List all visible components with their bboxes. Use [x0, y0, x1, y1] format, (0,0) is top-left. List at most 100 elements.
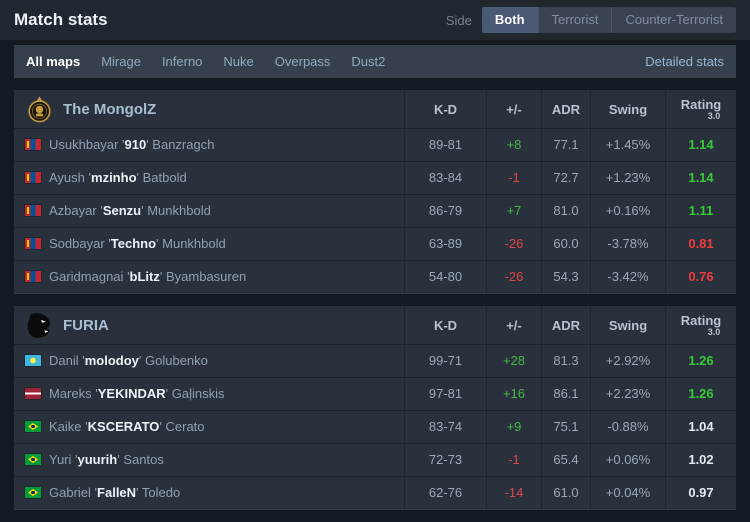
table-row: Usukhbayar 910 Banzragch 89-81 +8 77.1 +…	[14, 128, 736, 161]
player-nickname: Techno	[108, 236, 158, 251]
swing-value: -3.78%	[590, 227, 665, 260]
side-both-button[interactable]: Both	[481, 7, 538, 33]
maps-nav-mirage[interactable]: Mirage	[101, 54, 141, 69]
adr-value: 81.3	[541, 344, 590, 377]
swing-value: +2.92%	[590, 344, 665, 377]
player-first-name: Garidmagnai	[49, 269, 124, 284]
player-name-cell[interactable]: Mareks YEKINDAR Gaļinskis	[14, 377, 404, 410]
detailed-stats-link[interactable]: Detailed stats	[645, 54, 724, 69]
column-header-kd: K-D	[404, 306, 486, 344]
player-nickname: mzinho	[89, 170, 139, 185]
player-name-cell[interactable]: Kaike KSCERATO Cerato	[14, 410, 404, 443]
player-first-name: Sodbayar	[49, 236, 105, 251]
adr-value: 77.1	[541, 128, 590, 161]
rating-value: 1.26	[665, 377, 736, 410]
rating-value: 0.76	[665, 260, 736, 293]
side-terrorist-button[interactable]: Terrorist	[537, 7, 612, 33]
maps-nav-overpass[interactable]: Overpass	[274, 54, 331, 69]
mongolia-flag-icon	[25, 139, 41, 150]
player-last-name: Munkhbold	[162, 236, 226, 251]
player-name-cell[interactable]: Danil molodoy Golubenko	[14, 344, 404, 377]
player-nickname: bLitz	[127, 269, 162, 284]
page-header: Match stats Side Both Terrorist Counter-…	[0, 0, 750, 40]
player-name-cell[interactable]: Sodbayar Techno Munkhbold	[14, 227, 404, 260]
player-name-cell[interactable]: Gabriel FalleN Toledo	[14, 476, 404, 509]
player-name-cell[interactable]: Azbayar Senzu Munkhbold	[14, 194, 404, 227]
player-nickname: YEKINDAR	[95, 386, 168, 401]
swing-value: -3.42%	[590, 260, 665, 293]
column-header-adr: ADR	[541, 90, 590, 128]
player-last-name: Cerato	[165, 419, 205, 434]
team-table-mongolz: The MongolZ K-D +/- ADR Swing Rating 3.0…	[14, 90, 736, 294]
maps-nav-nuke[interactable]: Nuke	[223, 54, 254, 69]
rating-value: 1.11	[665, 194, 736, 227]
swing-value: +0.06%	[590, 443, 665, 476]
plus-minus-value: +28	[486, 344, 541, 377]
kd-value: 72-73	[404, 443, 486, 476]
swing-value: -0.88%	[590, 410, 665, 443]
table-row: Kaike KSCERATO Cerato 83-74 +9 75.1 -0.8…	[14, 410, 736, 443]
adr-value: 75.1	[541, 410, 590, 443]
player-last-name: Gaļinskis	[171, 386, 225, 401]
table-row: Mareks YEKINDAR Gaļinskis 97-81 +16 86.1…	[14, 377, 736, 410]
rating-value: 0.97	[665, 476, 736, 509]
plus-minus-value: +7	[486, 194, 541, 227]
side-toggle: Both Terrorist Counter-Terrorist	[481, 7, 736, 33]
mongolia-flag-icon	[25, 271, 41, 282]
rating-version: 3.0	[707, 326, 721, 337]
kd-value: 99-71	[404, 344, 486, 377]
team-header-row: FURIA K-D +/- ADR Swing Rating 3.0	[14, 306, 736, 344]
player-first-name: Mareks	[49, 386, 92, 401]
player-first-name: Gabriel	[49, 485, 91, 500]
player-first-name: Kaike	[49, 419, 82, 434]
plus-minus-value: +8	[486, 128, 541, 161]
player-first-name: Yuri	[49, 452, 72, 467]
table-row: Gabriel FalleN Toledo 62-76 -14 61.0 +0.…	[14, 476, 736, 509]
player-nickname: molodoy	[82, 353, 141, 368]
team-table-furia: FURIA K-D +/- ADR Swing Rating 3.0 Danil…	[14, 306, 736, 510]
latvia-flag-icon	[25, 388, 41, 399]
table-row: Danil molodoy Golubenko 99-71 +28 81.3 +…	[14, 344, 736, 377]
brazil-flag-icon	[25, 454, 41, 465]
swing-value: +1.23%	[590, 161, 665, 194]
adr-value: 65.4	[541, 443, 590, 476]
player-name-cell[interactable]: Garidmagnai bLitz Byambasuren	[14, 260, 404, 293]
plus-minus-value: +16	[486, 377, 541, 410]
swing-value: +0.16%	[590, 194, 665, 227]
team-header-row: The MongolZ K-D +/- ADR Swing Rating 3.0	[14, 90, 736, 128]
brazil-flag-icon	[25, 487, 41, 498]
column-header-adr: ADR	[541, 306, 590, 344]
plus-minus-value: -1	[486, 161, 541, 194]
player-last-name: Banzragch	[152, 137, 215, 152]
plus-minus-value: -14	[486, 476, 541, 509]
maps-nav-dust2[interactable]: Dust2	[351, 54, 386, 69]
player-first-name: Ayush	[49, 170, 85, 185]
adr-value: 61.0	[541, 476, 590, 509]
column-header-swing: Swing	[590, 90, 665, 128]
player-name-cell[interactable]: Ayush mzinho Batbold	[14, 161, 404, 194]
rating-value: 1.02	[665, 443, 736, 476]
player-nickname: Senzu	[100, 203, 143, 218]
player-name-cell[interactable]: Usukhbayar 910 Banzragch	[14, 128, 404, 161]
side-label: Side	[445, 12, 472, 28]
kd-value: 97-81	[404, 377, 486, 410]
player-name-cell[interactable]: Yuri yuurih Santos	[14, 443, 404, 476]
kd-value: 83-74	[404, 410, 486, 443]
rating-value: 1.04	[665, 410, 736, 443]
brazil-flag-icon	[25, 421, 41, 432]
player-last-name: Santos	[123, 452, 164, 467]
kd-value: 86-79	[404, 194, 486, 227]
maps-nav-inferno[interactable]: Inferno	[161, 54, 203, 69]
team-name[interactable]: FURIA	[63, 316, 109, 334]
team-header-cell[interactable]: FURIA	[14, 306, 404, 344]
player-first-name: Azbayar	[49, 203, 97, 218]
maps-nav-all-maps[interactable]: All maps	[26, 54, 81, 69]
side-counter-terrorist-button[interactable]: Counter-Terrorist	[611, 7, 736, 33]
table-row: Garidmagnai bLitz Byambasuren 54-80 -26 …	[14, 260, 736, 293]
team-header-cell[interactable]: The MongolZ	[14, 90, 404, 128]
adr-value: 86.1	[541, 377, 590, 410]
player-nickname: yuurih	[75, 452, 120, 467]
player-nickname: FalleN	[95, 485, 139, 500]
column-header-plus-minus: +/-	[486, 90, 541, 128]
team-name[interactable]: The MongolZ	[63, 100, 157, 118]
